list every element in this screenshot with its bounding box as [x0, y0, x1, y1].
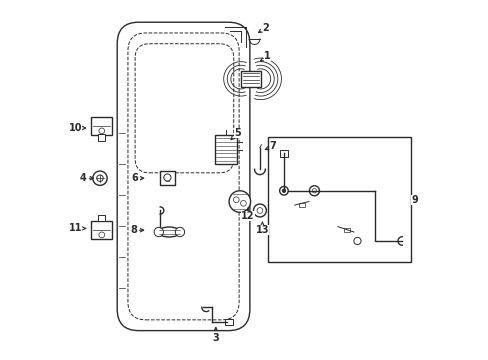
Circle shape	[282, 189, 285, 193]
Bar	[91, 117, 112, 135]
Circle shape	[163, 174, 171, 181]
Text: 4: 4	[80, 173, 93, 183]
Text: 2: 2	[258, 23, 269, 33]
Bar	[91, 221, 112, 239]
Text: 3: 3	[212, 328, 219, 343]
Bar	[160, 171, 174, 185]
Bar	[298, 203, 304, 207]
Bar	[241, 71, 260, 87]
Circle shape	[154, 227, 163, 237]
Bar	[267, 137, 410, 262]
Text: 9: 9	[410, 195, 417, 205]
Text: 5: 5	[230, 129, 240, 140]
Circle shape	[240, 201, 246, 206]
Bar	[215, 135, 236, 164]
Text: 1: 1	[260, 51, 271, 61]
Circle shape	[93, 171, 107, 185]
Circle shape	[253, 204, 266, 217]
Text: 13: 13	[255, 222, 268, 235]
Circle shape	[99, 232, 104, 238]
Ellipse shape	[158, 227, 180, 237]
Text: 6: 6	[131, 173, 143, 183]
Circle shape	[228, 191, 250, 212]
Circle shape	[279, 186, 287, 195]
Circle shape	[257, 208, 262, 213]
Text: 12: 12	[241, 208, 254, 221]
Circle shape	[99, 128, 104, 134]
Bar	[98, 134, 105, 140]
Circle shape	[175, 227, 184, 237]
Bar	[279, 149, 287, 157]
Circle shape	[97, 175, 103, 181]
Bar	[98, 215, 105, 221]
Circle shape	[353, 237, 360, 244]
Bar	[224, 319, 232, 325]
Text: 8: 8	[130, 225, 143, 235]
Circle shape	[309, 186, 319, 196]
Text: 11: 11	[68, 224, 85, 233]
Circle shape	[312, 189, 316, 193]
Text: 10: 10	[68, 123, 85, 133]
Text: 7: 7	[265, 141, 276, 151]
Bar	[343, 228, 349, 232]
Circle shape	[233, 197, 239, 203]
